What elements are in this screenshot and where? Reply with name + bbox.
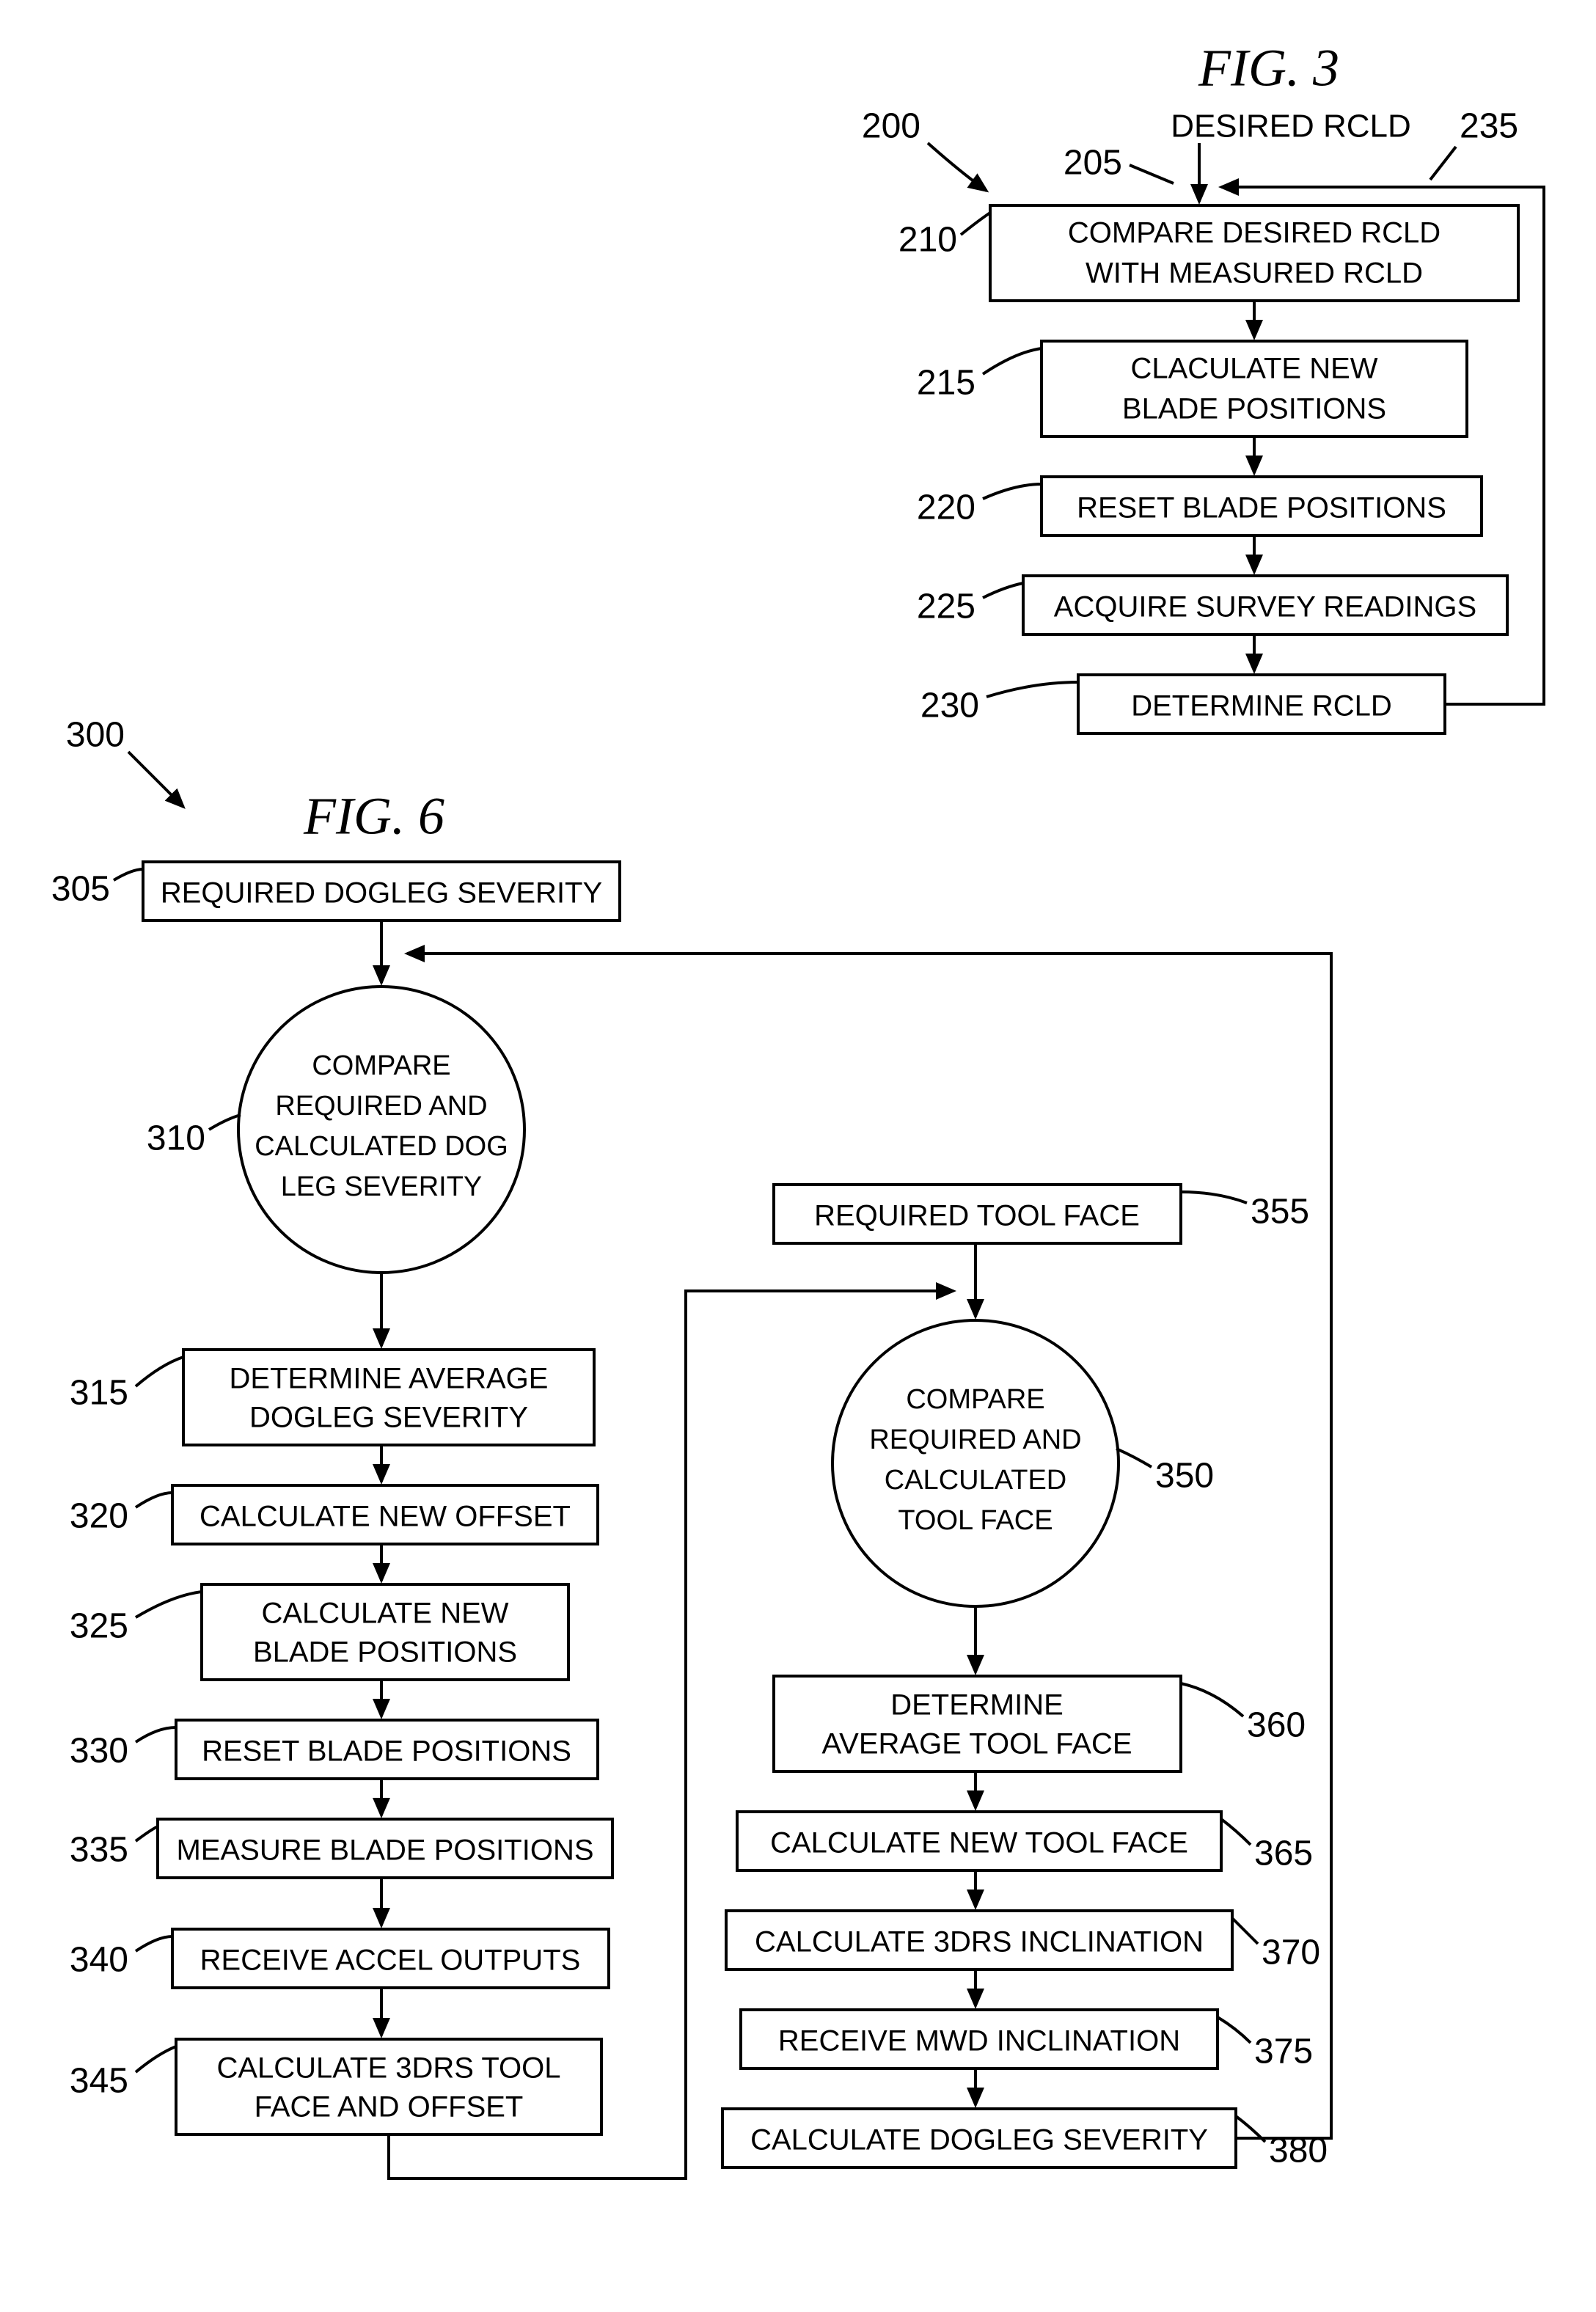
leader-300 (128, 752, 183, 807)
box-370-l1: CALCULATE 3DRS INCLINATION (755, 1926, 1204, 1958)
leader-360 (1181, 1683, 1243, 1716)
leader-350 (1116, 1449, 1152, 1467)
callout-210: 210 (898, 221, 957, 260)
box-215-l2: BLADE POSITIONS (1122, 393, 1386, 425)
leader-225 (983, 583, 1023, 598)
c310-l2: REQUIRED AND (275, 1091, 487, 1122)
callout-205: 205 (1064, 144, 1122, 183)
box-225-l1: ACQUIRE SURVEY READINGS (1054, 591, 1476, 623)
callout-310: 310 (147, 1119, 205, 1158)
box-210-l1: COMPARE DESIRED RCLD (1068, 217, 1441, 249)
box-360-l2: AVERAGE TOOL FACE (821, 1728, 1132, 1760)
box-220-l1: RESET BLADE POSITIONS (1077, 492, 1446, 524)
callout-200: 200 (862, 107, 920, 146)
box-320-l1: CALCULATE NEW OFFSET (200, 1501, 571, 1533)
callout-335: 335 (70, 1831, 128, 1870)
box-315-l1: DETERMINE AVERAGE (230, 1363, 549, 1395)
callout-370: 370 (1262, 1934, 1320, 1972)
box-355-l1: REQUIRED TOOL FACE (814, 1200, 1140, 1232)
callout-355: 355 (1251, 1193, 1309, 1232)
leader-310 (209, 1115, 241, 1130)
leader-210 (961, 213, 990, 235)
box-325-l1: CALCULATE NEW (261, 1598, 508, 1630)
box-210-l2: WITH MEASURED RCLD (1086, 257, 1423, 290)
circle-310 (238, 987, 524, 1273)
callout-235: 235 (1460, 107, 1518, 146)
fig3-input-label: DESIRED RCLD (1171, 109, 1411, 144)
c310-l1: COMPARE (312, 1050, 450, 1081)
callout-305: 305 (51, 870, 110, 909)
leader-340 (136, 1936, 172, 1951)
callout-225: 225 (917, 588, 975, 626)
callout-340: 340 (70, 1941, 128, 1980)
box-345-l1: CALCULATE 3DRS TOOL (216, 2052, 560, 2085)
box-215-l1: CLACULATE NEW (1130, 353, 1377, 385)
c310-l3: CALCULATED DOG (255, 1131, 508, 1162)
circle-350 (832, 1320, 1119, 1606)
box-360-l1: DETERMINE (890, 1689, 1064, 1722)
box-325-l2: BLADE POSITIONS (253, 1636, 517, 1669)
fig3-title: FIG. 3 (1198, 39, 1339, 98)
callout-230: 230 (920, 687, 979, 725)
callout-375: 375 (1254, 2033, 1313, 2071)
box-365-l1: CALCULATE NEW TOOL FACE (770, 1827, 1188, 1859)
c350-l3: CALCULATED (885, 1465, 1066, 1496)
box-345-l2: FACE AND OFFSET (255, 2091, 524, 2123)
leader-230 (986, 682, 1078, 697)
leader-205 (1130, 165, 1174, 183)
box-340-l1: RECEIVE ACCEL OUTPUTS (200, 1945, 581, 1977)
box-305-l1: REQUIRED DOGLEG SEVERITY (161, 877, 602, 910)
figure-3: FIG. 3 DESIRED RCLD 200 235 205 COMPARE … (862, 39, 1544, 734)
flowchart-diagram: FIG. 3 DESIRED RCLD 200 235 205 COMPARE … (0, 0, 1596, 2312)
leader-345 (136, 2046, 176, 2072)
box-315-l2: DOGLEG SEVERITY (249, 1402, 528, 1434)
leader-375 (1218, 2017, 1251, 2043)
c350-l1: COMPARE (906, 1384, 1044, 1415)
leader-330 (136, 1727, 176, 1742)
leader-315 (136, 1357, 183, 1386)
figure-6: FIG. 6 300 REQUIRED DOGLEG SEVERITY 305 … (51, 716, 1331, 2179)
box-330-l1: RESET BLADE POSITIONS (202, 1735, 571, 1768)
leader-235 (1430, 147, 1456, 180)
box-380-l1: CALCULATE DOGLEG SEVERITY (750, 2124, 1208, 2156)
callout-220: 220 (917, 489, 975, 527)
leader-370 (1232, 1918, 1258, 1944)
box-335-l1: MEASURE BLADE POSITIONS (176, 1834, 593, 1867)
leader-355 (1181, 1192, 1247, 1203)
leader-335 (136, 1826, 158, 1841)
c350-l2: REQUIRED AND (869, 1424, 1081, 1455)
callout-215: 215 (917, 364, 975, 403)
box-230-l1: DETERMINE RCLD (1131, 690, 1392, 722)
callout-325: 325 (70, 1607, 128, 1646)
callout-365: 365 (1254, 1834, 1313, 1873)
leader-220 (983, 484, 1042, 499)
leader-215 (983, 348, 1042, 374)
callout-350: 350 (1155, 1457, 1214, 1496)
leader-200 (928, 143, 986, 191)
leader-325 (136, 1592, 202, 1617)
box-375-l1: RECEIVE MWD INCLINATION (778, 2025, 1180, 2057)
fig6-title: FIG. 6 (303, 787, 444, 846)
callout-345: 345 (70, 2062, 128, 2101)
callout-320: 320 (70, 1497, 128, 1536)
c350-l4: TOOL FACE (898, 1505, 1053, 1536)
callout-300: 300 (66, 716, 125, 755)
callout-315: 315 (70, 1374, 128, 1413)
leader-320 (136, 1493, 172, 1507)
leader-365 (1221, 1819, 1251, 1845)
callout-360: 360 (1247, 1706, 1306, 1745)
callout-330: 330 (70, 1732, 128, 1771)
leader-305 (114, 869, 143, 880)
c310-l4: LEG SEVERITY (281, 1171, 483, 1202)
